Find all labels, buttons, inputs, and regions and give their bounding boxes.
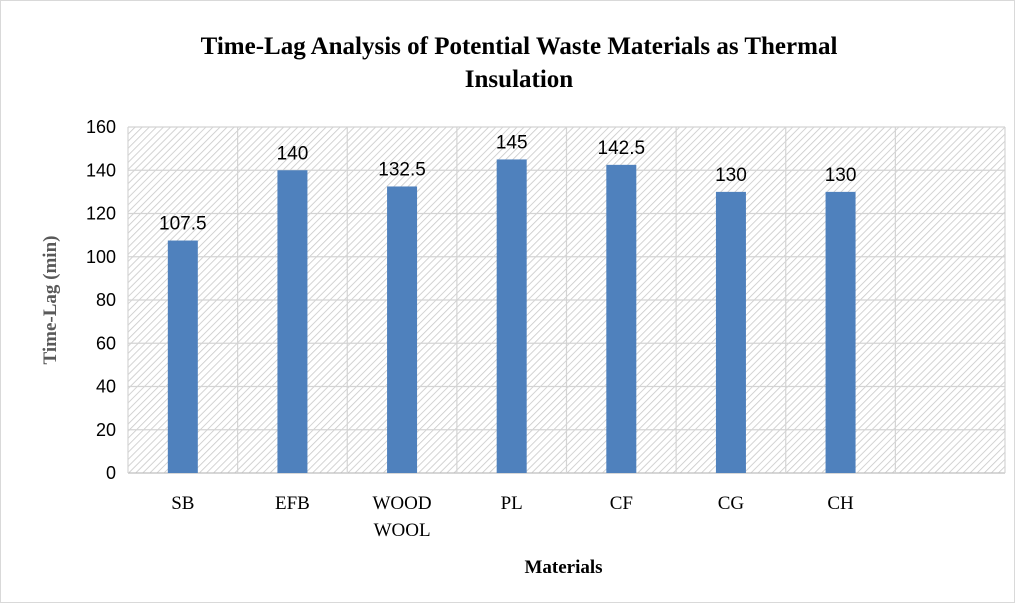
x-tick-label: PL <box>501 493 523 514</box>
gridlines <box>127 126 1006 474</box>
data-label: 132.5 <box>378 159 426 180</box>
bar-cg <box>715 191 746 473</box>
bars <box>167 159 856 473</box>
y-tick-label: 100 <box>86 247 116 267</box>
chart-title-line-2: Insulation <box>465 66 573 93</box>
data-label: 140 <box>277 143 309 164</box>
x-tick-label: CH <box>827 493 854 514</box>
bar-ch <box>825 191 856 473</box>
x-tick-label: WOOL <box>374 520 431 541</box>
data-label: 130 <box>825 165 857 186</box>
y-tick-label: 140 <box>86 160 116 180</box>
bar-sb <box>167 240 198 473</box>
y-tick-label: 120 <box>86 204 116 224</box>
x-axis-title: Materials <box>524 557 602 578</box>
y-tick-label: 80 <box>96 290 116 310</box>
x-tick-label: EFB <box>275 493 310 514</box>
data-label: 130 <box>715 165 747 186</box>
y-tick-label: 160 <box>86 117 116 137</box>
y-tick-label: 60 <box>96 333 116 353</box>
x-axis-ticks: SB EFB WOOD WOOL PL CF CG CH <box>171 493 854 541</box>
data-label: 107.5 <box>159 214 207 235</box>
y-tick-label: 0 <box>106 463 116 483</box>
data-label: 145 <box>496 132 528 153</box>
data-label: 142.5 <box>598 138 646 159</box>
bar-wood-wool <box>387 186 418 473</box>
bar-cf <box>606 164 637 473</box>
data-labels: 107.5 140 132.5 145 142.5 130 130 <box>159 132 856 234</box>
x-tick-label: CG <box>718 493 745 514</box>
y-axis-title: Time-Lag (min) <box>40 236 61 365</box>
x-tick-label: WOOD <box>373 493 432 514</box>
y-tick-label: 40 <box>96 377 116 397</box>
chart-title: Time-Lag Analysis of Potential Waste Mat… <box>201 33 838 93</box>
y-axis-ticks: 0 20 40 60 80 100 120 140 160 <box>86 117 116 483</box>
x-tick-label: SB <box>171 493 194 514</box>
chart-title-line-1: Time-Lag Analysis of Potential Waste Mat… <box>201 33 838 60</box>
bar-pl <box>496 159 527 473</box>
bar-efb <box>277 170 308 473</box>
x-tick-label: CF <box>610 493 633 514</box>
y-tick-label: 20 <box>96 420 116 440</box>
